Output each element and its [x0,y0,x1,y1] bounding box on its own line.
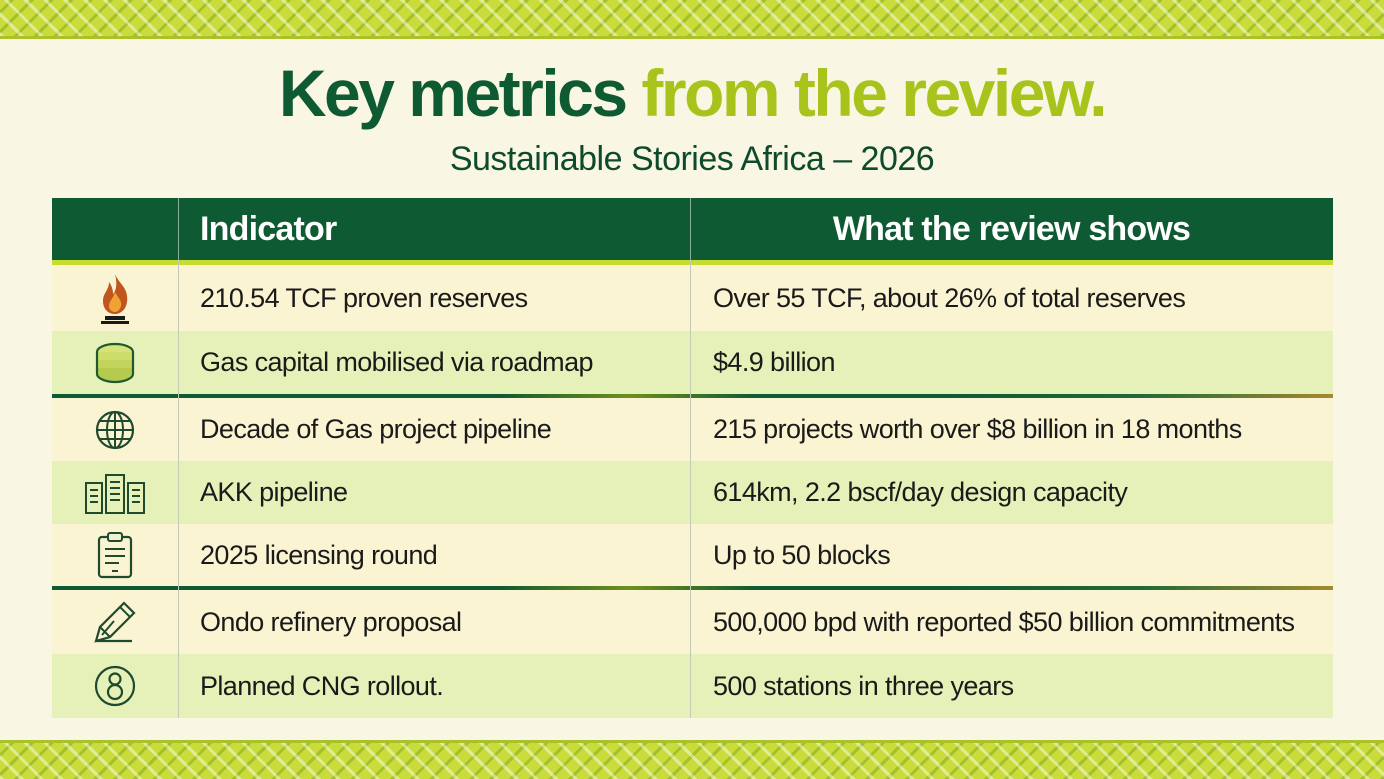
top-decorative-band [0,0,1384,39]
section-divider [52,394,1333,398]
table-header: Indicator What the review shows [52,198,1333,265]
title-part-dark: Key metrics [278,56,628,130]
table-row: Ondo refinery proposal 500,000 bpd with … [52,590,1333,655]
table-row: Planned CNG rollout. 500 stations in thr… [52,654,1333,718]
indicator-cell: Decade of Gas project pipeline [200,414,552,444]
circled-eight-icon [52,654,178,718]
column-header-review: What the review shows [832,210,1191,248]
table-row: 2025 licensing round Up to 50 blocks [52,524,1333,587]
header-divider-line [178,198,179,260]
indicator-cell: AKK pipeline [200,477,348,507]
page-subtitle: Sustainable Stories Africa – 2026 [449,140,935,178]
column-divider-line [178,260,179,718]
indicator-cell: 210.54 TCF proven reserves [200,282,528,313]
pen-sign-icon [52,590,178,654]
review-cell: 614km, 2.2 bscf/day design capacity [713,477,1128,507]
table-row: AKK pipeline 614km, 2.2 bscf/day design … [52,461,1333,525]
table-row: Decade of Gas project pipeline 215 proje… [52,398,1333,462]
review-cell: 500 stations in three years [713,670,1014,701]
review-cell: $4.9 billion [713,347,836,377]
flame-icon [52,265,178,331]
coin-stack-icon [52,331,178,394]
header-divider-line [690,198,691,260]
buildings-icon [52,461,178,524]
globe-icon [52,398,178,461]
review-cell: 215 projects worth over $8 billion in 18… [713,414,1242,444]
table-row: 210.54 TCF proven reserves Over 55 TCF, … [52,265,1333,332]
review-cell: Up to 50 blocks [713,539,891,570]
indicator-cell: Ondo refinery proposal [200,606,462,637]
title-part-lime: from the review. [641,56,1107,130]
bottom-decorative-band [0,740,1384,779]
indicator-cell: Planned CNG rollout. [200,670,444,701]
page-title: Key metrics from the review. [0,60,1384,126]
review-cell: Over 55 TCF, about 26% of total reserves [713,282,1186,313]
column-divider-line [690,260,691,718]
metrics-table: Indicator What the review shows 210.54 T… [52,198,1333,718]
clipboard-icon [52,524,178,586]
indicator-cell: Gas capital mobilised via roadmap [200,347,594,377]
table-row: Gas capital mobilised via roadmap $4.9 b… [52,331,1333,395]
review-cell: 500,000 bpd with reported $50 billion co… [713,606,1295,637]
section-divider [52,586,1333,590]
column-header-indicator: Indicator [200,210,337,248]
indicator-cell: 2025 licensing round [200,539,438,570]
